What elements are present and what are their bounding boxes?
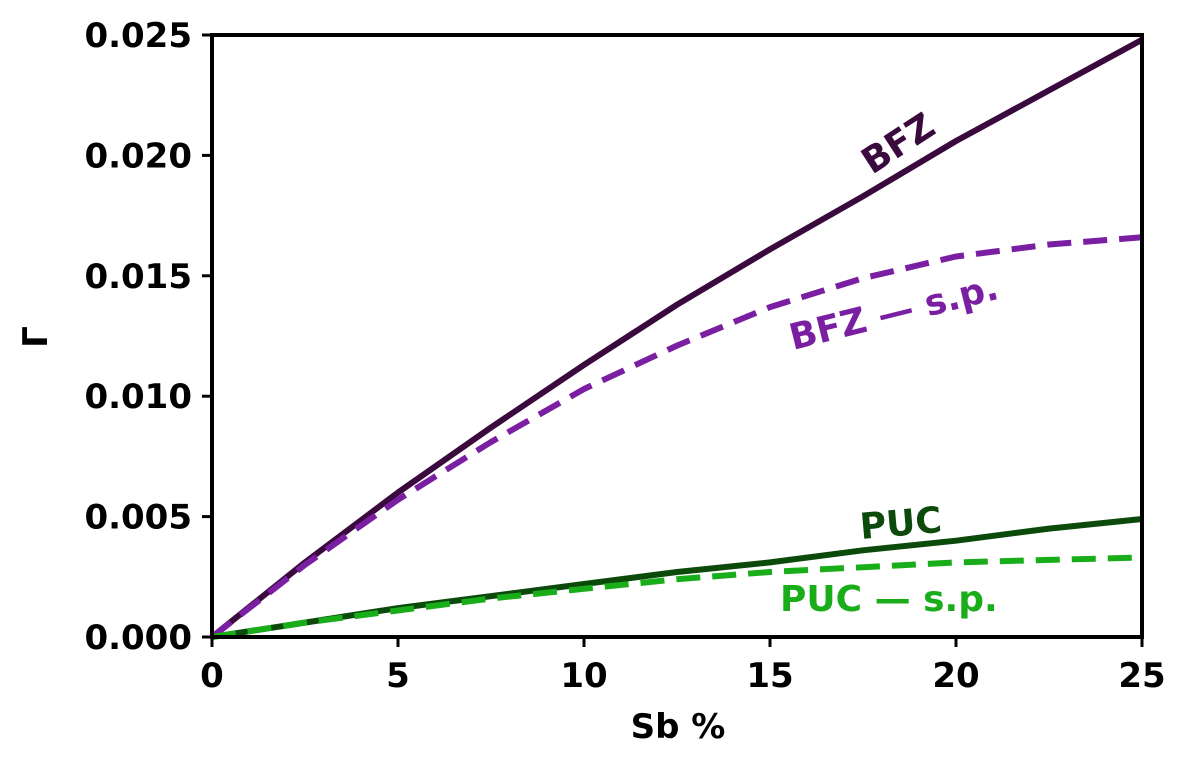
x-tick-label: 5	[386, 656, 410, 696]
series-line-3	[211, 554, 1143, 640]
y-tick-label: 0.025	[84, 16, 192, 56]
ticks-layer: 0 5 10 15 20 25 0.000 0.005 0.010 0.015 0.020 0.025	[84, 16, 1165, 696]
series-label-puc-sp: PUC — s.p.	[780, 579, 998, 620]
x-tick-label: 10	[560, 656, 607, 696]
series-label-bfz: BFZ	[855, 106, 943, 183]
x-tick-label: 15	[746, 656, 793, 696]
y-tick-label: 0.000	[84, 618, 192, 658]
y-tick-label: 0.010	[84, 377, 192, 417]
series-layer	[210, 37, 1144, 640]
plot-frame	[210, 33, 1144, 639]
y-tick-label: 0.005	[84, 498, 192, 538]
series-label-bfz-sp: BFZ — s.p.	[785, 267, 1002, 358]
x-axis-label: Sb %	[631, 707, 726, 747]
series-line-1	[210, 234, 1143, 640]
y-tick-label: 0.020	[84, 136, 192, 176]
x-tick-label: 20	[932, 656, 979, 696]
series-label-puc: PUC	[858, 500, 943, 548]
y-tick-label: 0.015	[84, 257, 192, 297]
y-axis-label: Γ	[16, 326, 56, 348]
series-line-0	[210, 37, 1144, 640]
x-tick-label: 25	[1118, 656, 1165, 696]
x-tick-label: 0	[200, 656, 224, 696]
